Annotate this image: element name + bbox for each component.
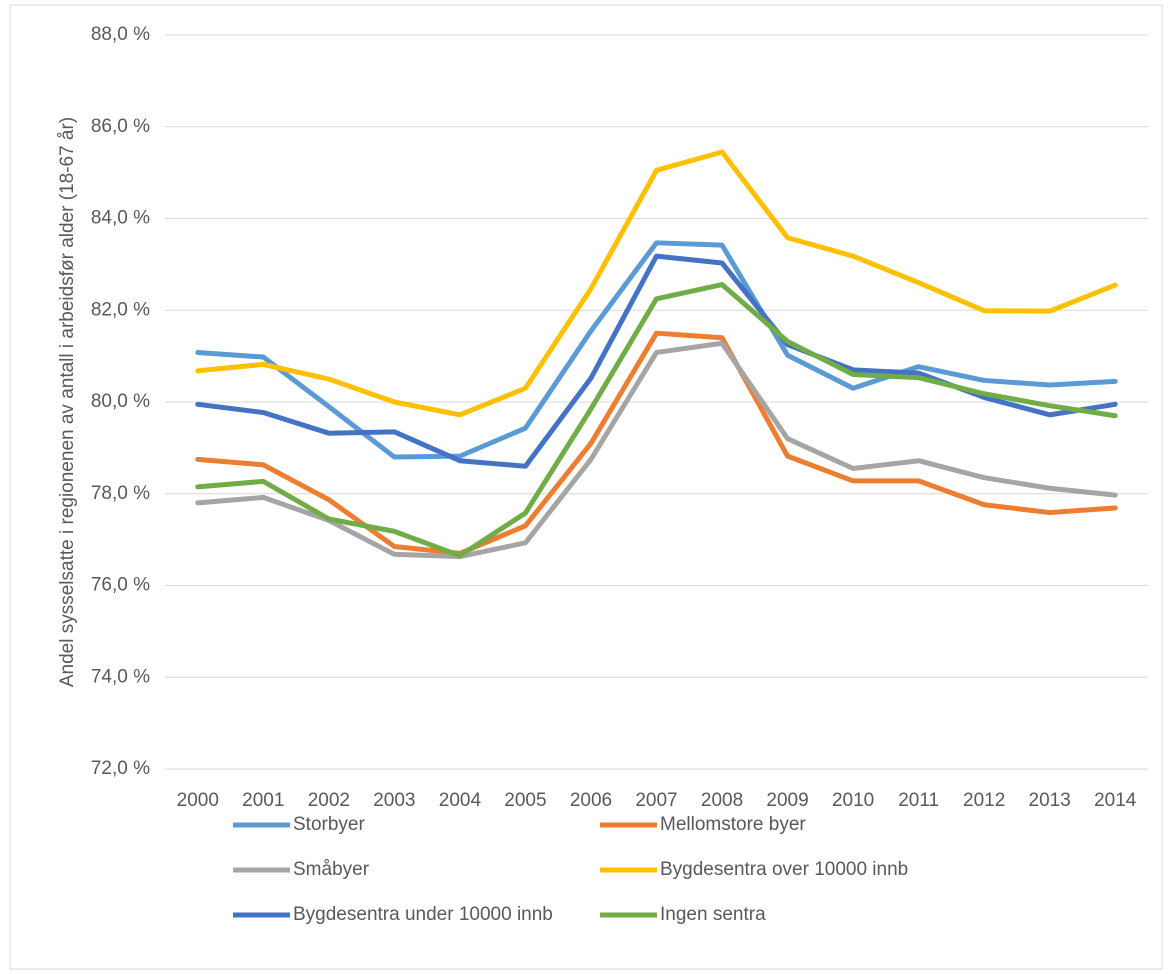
series-line <box>195 282 1118 559</box>
x-tick-label: 2003 <box>373 790 415 811</box>
y-tick-label: 86,0 % <box>91 116 150 137</box>
y-tick-label: 84,0 % <box>91 208 150 229</box>
x-tick-label: 2008 <box>701 790 743 811</box>
series-line <box>195 330 1118 556</box>
y-axis-label: Andel sysselsatte i regionenen av antall… <box>57 117 78 687</box>
x-tick-label: 2001 <box>242 790 284 811</box>
legend-label: Ingen sentra <box>660 904 766 925</box>
x-tick-label: 2002 <box>308 790 350 811</box>
series-line <box>195 149 1118 418</box>
y-tick-label: 88,0 % <box>91 24 150 45</box>
legend-label: Bygdesentra under 10000 innb <box>293 904 553 925</box>
x-tick-label: 2013 <box>1029 790 1071 811</box>
x-tick-label: 2005 <box>504 790 546 811</box>
y-tick-label: 82,0 % <box>91 299 150 320</box>
x-tick-label: 2000 <box>177 790 219 811</box>
x-tick-label: 2011 <box>898 790 939 811</box>
x-tick-label: 2012 <box>963 790 1005 811</box>
y-tick-label: 72,0 % <box>91 758 150 779</box>
legend-label: Bygdesentra over 10000 innb <box>660 859 908 880</box>
legend-label: Småbyer <box>293 859 370 880</box>
x-tick-label: 2004 <box>439 790 482 811</box>
y-tick-label: 78,0 % <box>91 483 150 504</box>
y-tick-label: 80,0 % <box>91 391 150 412</box>
series-line <box>195 340 1118 560</box>
x-tick-label: 2010 <box>832 790 874 811</box>
series-line <box>195 240 1118 460</box>
x-tick-label: 2006 <box>570 790 612 811</box>
chart-border <box>9 4 1163 970</box>
y-tick-label: 74,0 % <box>91 666 150 687</box>
x-tick-label: 2009 <box>766 790 808 811</box>
x-tick-label: 2007 <box>635 790 677 811</box>
y-tick-label: 76,0 % <box>91 575 150 596</box>
legend-label: Mellomstore byer <box>660 814 806 835</box>
x-tick-label: 2014 <box>1094 790 1137 811</box>
legend-label: Storbyer <box>293 814 365 835</box>
